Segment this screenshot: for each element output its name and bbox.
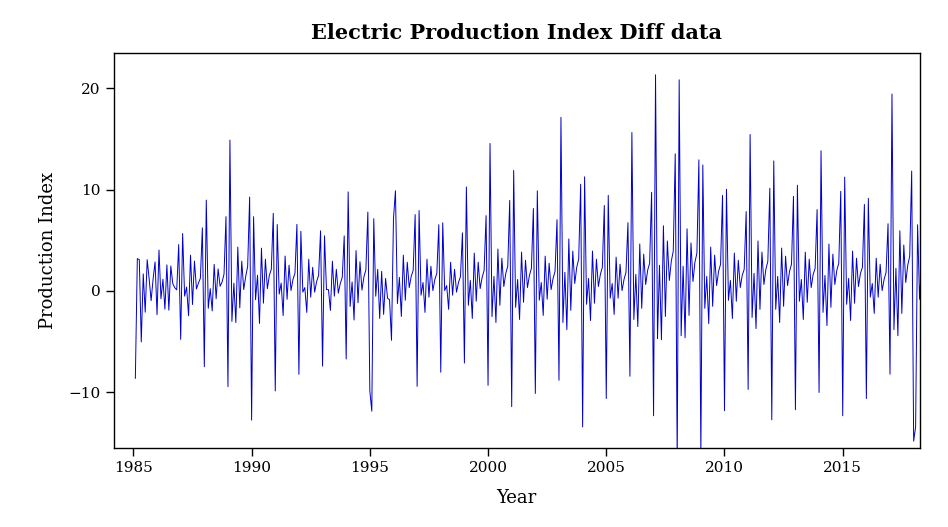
Y-axis label: Production Index: Production Index <box>39 172 57 329</box>
Title: Electric Production Index Diff data: Electric Production Index Diff data <box>311 23 722 43</box>
X-axis label: Year: Year <box>497 489 537 507</box>
